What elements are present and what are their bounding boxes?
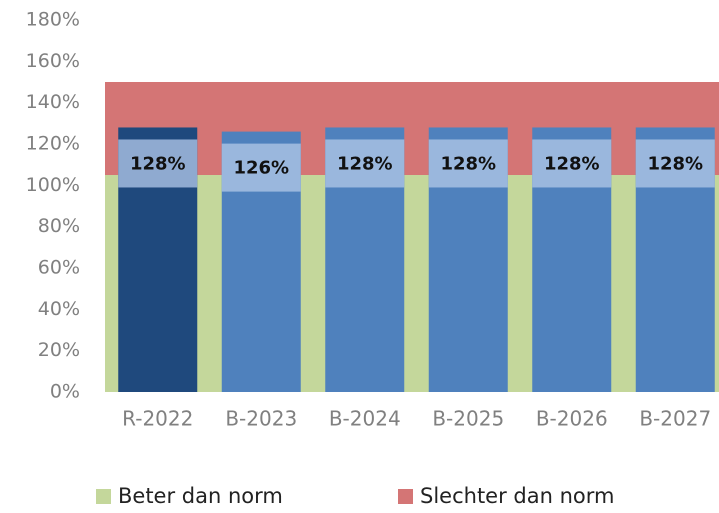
legend-swatch	[96, 489, 111, 504]
value-label: 128%	[544, 153, 600, 174]
value-label-box	[118, 139, 198, 188]
norm-band	[105, 175, 719, 392]
legend-swatch	[398, 489, 413, 504]
y-tick-label: 120%	[26, 133, 80, 155]
x-tick-label: B-2027	[639, 407, 711, 431]
legend-label: Beter dan norm	[118, 484, 283, 508]
value-label: 126%	[233, 158, 289, 179]
y-tick-label: 100%	[26, 174, 80, 196]
x-tick-label: B-2026	[536, 407, 608, 431]
legend-label: Slechter dan norm	[420, 484, 614, 508]
y-tick-label: 20%	[38, 339, 80, 361]
x-tick-label: B-2023	[225, 407, 297, 431]
y-tick-label: 60%	[38, 257, 80, 279]
y-tick-label: 180%	[26, 9, 80, 31]
x-tick-label: R-2022	[122, 407, 193, 431]
y-tick-label: 80%	[38, 215, 80, 237]
y-tick-label: 0%	[50, 381, 80, 403]
value-label-box	[221, 143, 301, 192]
value-label: 128%	[130, 153, 186, 174]
y-tick-label: 140%	[26, 91, 80, 113]
x-tick-label: B-2024	[329, 407, 401, 431]
value-label-box	[325, 139, 405, 188]
x-tick-label: B-2025	[432, 407, 504, 431]
norm-band	[105, 82, 719, 175]
value-label: 128%	[647, 153, 703, 174]
y-tick-label: 40%	[38, 298, 80, 320]
value-label-box	[532, 139, 612, 188]
value-label-box	[635, 139, 715, 188]
y-tick-label: 160%	[26, 50, 80, 72]
value-label: 128%	[440, 153, 496, 174]
value-label-box	[428, 139, 508, 188]
value-label: 128%	[337, 153, 393, 174]
